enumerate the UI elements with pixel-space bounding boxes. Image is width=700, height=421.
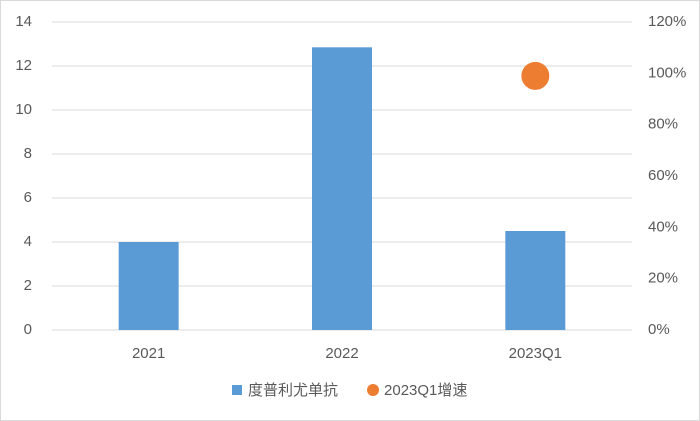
y-tick-label: 2 [24,277,32,294]
x-tick-label: 2023Q1 [509,345,562,362]
bar [118,242,179,330]
x-tick-label: 2021 [132,345,165,362]
legend-label: 2023Q1增速 [384,382,467,399]
y-tick-label: 8 [24,145,32,162]
y-tick-label: 0 [24,321,32,338]
y2-tick-label: 100% [648,64,686,81]
y2-tick-label: 40% [648,218,678,235]
y-tick-label: 4 [24,233,32,250]
legend-swatch [367,384,380,396]
y-tick-label: 14 [15,13,32,30]
y2-tick-label: 120% [648,13,686,30]
x-tick-label: 2022 [325,345,358,362]
point [521,61,550,90]
y-tick-label: 10 [15,101,32,118]
y2-tick-label: 20% [648,270,678,287]
legend-swatch [232,385,242,395]
y2-tick-label: 80% [648,116,678,133]
y2-tick-label: 0% [648,321,670,338]
y-tick-label: 12 [15,57,32,74]
bar [505,231,566,330]
legend-label: 度普利尤单抗 [248,382,338,399]
y-tick-label: 6 [24,189,32,206]
y2-tick-label: 60% [648,167,678,184]
bar [312,47,372,331]
